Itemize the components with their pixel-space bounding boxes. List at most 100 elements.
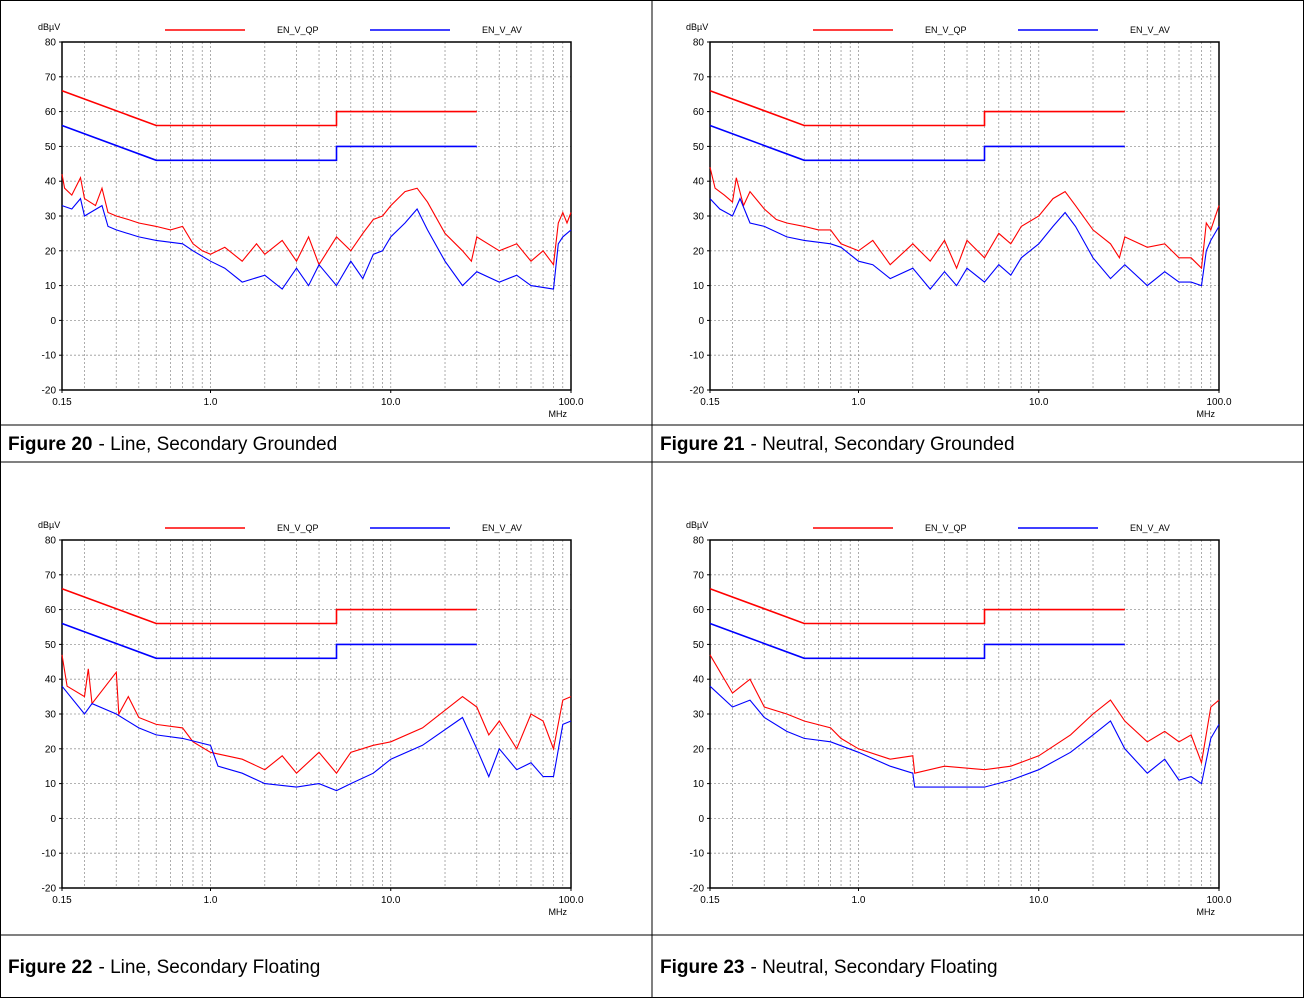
legend-label: EN_V_QP <box>277 523 319 533</box>
y-tick-label: 30 <box>693 710 705 721</box>
y-tick-label: 80 <box>693 38 705 49</box>
x-tick-label: 100.0 <box>558 895 583 906</box>
figure-number: Figure 20 <box>8 434 92 455</box>
x-tick-label: 10.0 <box>381 895 401 906</box>
figure-caption: Figure 20 - Line, Secondary Grounded <box>8 434 337 455</box>
legend-label: EN_V_AV <box>482 523 522 533</box>
y-tick-label: 50 <box>45 640 57 651</box>
y-axis-unit: dBµV <box>686 22 708 32</box>
x-tick-label: 100.0 <box>1206 895 1231 906</box>
y-tick-label: -20 <box>690 386 705 397</box>
y-tick-label: 70 <box>45 72 57 83</box>
plot-frame <box>709 41 1220 391</box>
figure-caption: Figure 22 - Line, Secondary Floating <box>8 957 320 978</box>
limit-line <box>61 89 477 127</box>
figure-number: Figure 23 <box>660 957 744 978</box>
plot-frame <box>61 41 572 391</box>
limit-line <box>709 622 1125 660</box>
legend-label: EN_V_QP <box>925 523 967 533</box>
limit-line <box>61 587 477 625</box>
y-tick-label: 50 <box>693 640 705 651</box>
caption-text: - Neutral, Secondary Floating <box>750 957 997 978</box>
figure-number: Figure 22 <box>8 957 92 978</box>
limit-line <box>709 587 1125 625</box>
x-axis-unit: MHz <box>1197 409 1216 419</box>
caption-text: - Line, Secondary Floating <box>98 957 320 978</box>
y-tick-label: 20 <box>45 744 57 755</box>
y-tick-label: 60 <box>45 107 57 118</box>
y-tick-label: 40 <box>693 177 705 188</box>
y-tick-label: 80 <box>693 536 705 547</box>
legend-label: EN_V_QP <box>925 25 967 35</box>
x-axis-unit: MHz <box>549 907 568 917</box>
y-tick-label: -10 <box>690 351 705 362</box>
chart: -20 -10 0 10 20 30 40 50 60 70 80 0.15 1.0 10.0 100.0 d… <box>686 520 1232 917</box>
x-tick-label: 1.0 <box>852 397 866 408</box>
x-axis-unit: MHz <box>1197 907 1216 917</box>
y-tick-label: 40 <box>693 675 705 686</box>
x-tick-label: 10.0 <box>1029 895 1049 906</box>
legend-label: EN_V_QP <box>277 25 319 35</box>
y-tick-label: 60 <box>693 605 705 616</box>
y-tick-label: 50 <box>45 142 57 153</box>
plot-frame <box>709 539 1220 889</box>
limit-line <box>709 124 1125 162</box>
chart: -20 -10 0 10 20 30 40 50 60 70 80 0.15 1.0 10.0 100.0 d… <box>38 22 584 419</box>
y-tick-label: 50 <box>693 142 705 153</box>
measurement-trace <box>61 654 572 775</box>
limit-line <box>61 124 477 162</box>
x-tick-label: 1.0 <box>204 397 218 408</box>
caption-text: - Neutral, Secondary Grounded <box>750 434 1014 455</box>
x-tick-label: 0.15 <box>700 895 720 906</box>
y-tick-label: 20 <box>693 246 705 257</box>
y-axis-unit: dBµV <box>686 520 708 530</box>
y-tick-label: -20 <box>42 386 57 397</box>
legend-label: EN_V_AV <box>1130 25 1170 35</box>
figure-caption: Figure 23 - Neutral, Secondary Floating <box>660 957 998 978</box>
y-tick-label: 60 <box>45 605 57 616</box>
figure-caption: Figure 21- Neutral, Secondary Grounded <box>660 434 1015 455</box>
y-tick-label: -20 <box>42 884 57 895</box>
y-tick-label: 40 <box>45 177 57 188</box>
y-tick-label: 80 <box>45 38 57 49</box>
x-tick-label: 10.0 <box>1029 397 1049 408</box>
plot-frame <box>61 539 572 889</box>
y-tick-label: 80 <box>45 536 57 547</box>
measurement-trace <box>709 197 1220 290</box>
y-tick-label: -20 <box>690 884 705 895</box>
figure-number: Figure 21 <box>660 434 745 455</box>
measurement-trace <box>61 174 572 267</box>
y-tick-label: 40 <box>45 675 57 686</box>
x-tick-label: 100.0 <box>558 397 583 408</box>
y-tick-label: 10 <box>45 281 57 292</box>
y-tick-label: 0 <box>50 814 56 825</box>
y-tick-label: 10 <box>693 779 705 790</box>
y-tick-label: -10 <box>42 351 57 362</box>
y-tick-label: 20 <box>45 246 57 257</box>
legend-label: EN_V_AV <box>482 25 522 35</box>
limit-line <box>61 622 477 660</box>
chart: -20 -10 0 10 20 30 40 50 60 70 80 0.15 1.0 10.0 100.0 d… <box>38 520 584 917</box>
y-tick-label: -10 <box>42 849 57 860</box>
y-axis-unit: dBµV <box>38 22 60 32</box>
caption-text: - Line, Secondary Grounded <box>98 434 337 455</box>
y-tick-label: 0 <box>50 316 56 327</box>
y-tick-label: 70 <box>45 570 57 581</box>
chart: -20 -10 0 10 20 30 40 50 60 70 80 0.15 1.0 10.0 100.0 d… <box>686 22 1232 419</box>
y-axis-unit: dBµV <box>38 520 60 530</box>
y-tick-label: 30 <box>45 212 57 223</box>
measurement-trace <box>709 167 1220 270</box>
measurement-trace <box>61 685 572 792</box>
limit-line <box>709 89 1125 127</box>
x-tick-label: 10.0 <box>381 397 401 408</box>
y-tick-label: 10 <box>45 779 57 790</box>
y-tick-label: 20 <box>693 744 705 755</box>
measurement-trace <box>709 654 1220 774</box>
y-tick-label: 70 <box>693 570 705 581</box>
x-tick-label: 1.0 <box>852 895 866 906</box>
y-tick-label: 60 <box>693 107 705 118</box>
y-tick-label: 70 <box>693 72 705 83</box>
y-tick-label: 30 <box>693 212 705 223</box>
y-tick-label: -10 <box>690 849 705 860</box>
x-tick-label: 0.15 <box>52 895 72 906</box>
